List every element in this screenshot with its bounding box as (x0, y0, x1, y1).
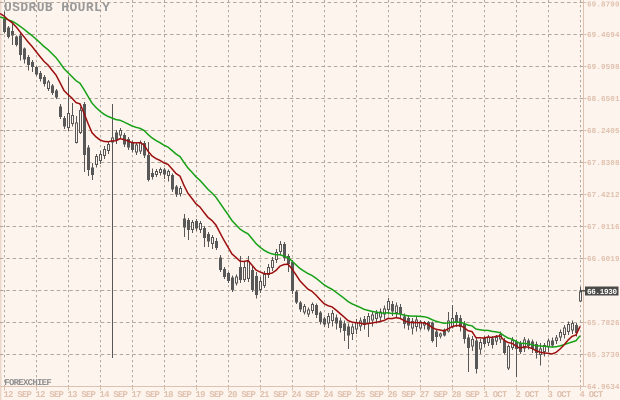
svg-text:1 OCT: 1 OCT (484, 390, 508, 400)
svg-text:68.2405: 68.2405 (587, 127, 620, 136)
svg-text:26 SEP: 26 SEP (388, 390, 416, 400)
svg-text:14 SEP: 14 SEP (100, 390, 128, 400)
svg-text:28 SEP: 28 SEP (452, 390, 480, 400)
svg-text:67.0116: 67.0116 (587, 223, 620, 232)
svg-text:65.3730: 65.3730 (587, 351, 620, 360)
svg-text:2 OCT: 2 OCT (516, 390, 540, 400)
svg-text:69.0598: 69.0598 (587, 63, 620, 72)
svg-text:21 SEP: 21 SEP (260, 390, 288, 400)
svg-text:69.8790: 69.8790 (587, 1, 620, 10)
svg-text:20 SEP: 20 SEP (228, 390, 256, 400)
svg-text:68.6501: 68.6501 (587, 95, 620, 104)
svg-text:64.9634: 64.9634 (587, 383, 620, 392)
svg-text:67.4212: 67.4212 (587, 191, 620, 200)
svg-text:67.8308: 67.8308 (587, 159, 620, 168)
svg-text:USDRUB HOURLY: USDRUB HOURLY (4, 0, 110, 15)
svg-text:24 SEP: 24 SEP (324, 390, 352, 400)
svg-text:24 SEP: 24 SEP (292, 390, 320, 400)
svg-text:12 SEP: 12 SEP (4, 390, 32, 400)
svg-text:66.6019: 66.6019 (587, 255, 620, 264)
svg-text:69.4694: 69.4694 (587, 31, 620, 40)
svg-text:19 SEP: 19 SEP (196, 390, 224, 400)
svg-text:FOREXCHIEF: FOREXCHIEF (4, 378, 51, 388)
svg-text:3 OCT: 3 OCT (548, 390, 572, 400)
svg-text:18 SEP: 18 SEP (164, 390, 192, 400)
svg-text:17 SEP: 17 SEP (132, 390, 160, 400)
svg-text:66.1930: 66.1930 (587, 288, 618, 297)
svg-text:12 SEP: 12 SEP (36, 390, 64, 400)
svg-text:65.7826: 65.7826 (587, 319, 620, 328)
svg-text:25 SEP: 25 SEP (356, 390, 384, 400)
svg-text:13 SEP: 13 SEP (68, 390, 96, 400)
svg-text:4 OCT: 4 OCT (580, 390, 604, 400)
svg-text:27 SEP: 27 SEP (420, 390, 448, 400)
